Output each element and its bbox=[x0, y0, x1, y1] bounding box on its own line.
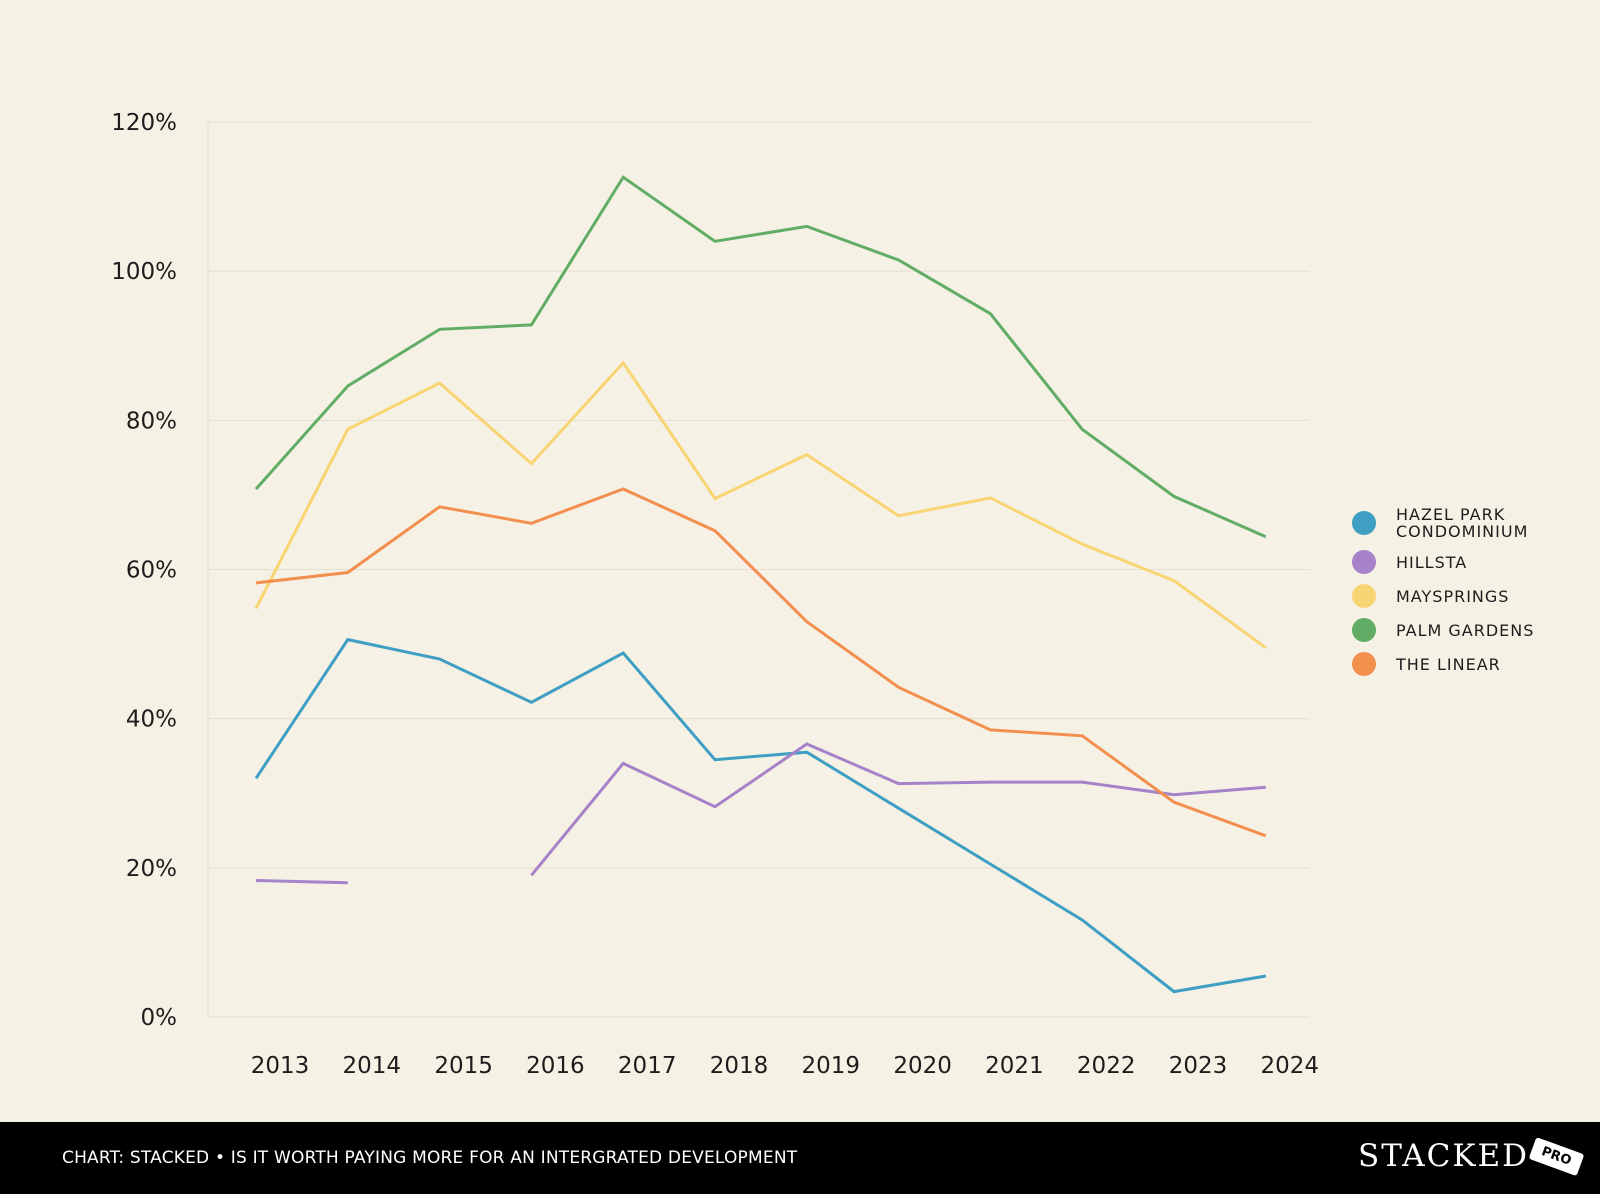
x-tick-label: 2013 bbox=[251, 1053, 310, 1079]
legend: HAZEL PARK CONDOMINIUM HILLSTA MAYSPRINGS P… bbox=[1352, 506, 1586, 686]
legend-item-hillsta: HILLSTA bbox=[1352, 550, 1586, 574]
series-line-hillsta bbox=[530, 742, 1266, 877]
x-tick-label: 2018 bbox=[710, 1053, 769, 1079]
line-chart: 0%20%40%60%80%100%120% 2013 2014 2015 2016 2… bbox=[111, 110, 1319, 1079]
series-line-maysprings bbox=[254, 360, 1267, 650]
pro-badge: PRO bbox=[1528, 1136, 1584, 1176]
footer-bar: CHART: STACKED • IS IT WORTH PAYING MORE… bbox=[0, 1122, 1600, 1194]
x-tick-label: 2015 bbox=[434, 1053, 493, 1079]
legend-swatch bbox=[1352, 652, 1376, 676]
brand-logo: STACKED PRO bbox=[1358, 1136, 1584, 1176]
x-tick-label: 2016 bbox=[526, 1053, 585, 1079]
legend-item-maysprings: MAYSPRINGS bbox=[1352, 584, 1586, 608]
legend-label: MAYSPRINGS bbox=[1396, 586, 1510, 606]
y-axis-ticks: 0% 20% 40% 60% 80% 100% 120% bbox=[111, 110, 177, 1031]
legend-swatch bbox=[1352, 618, 1376, 642]
y-tick-label: 40% bbox=[126, 707, 177, 733]
legend-label: PALM GARDENS bbox=[1396, 620, 1535, 640]
gridlines bbox=[207, 121, 1310, 1018]
x-tick-label: 2014 bbox=[343, 1053, 402, 1079]
legend-item-palm-gardens: PALM GARDENS bbox=[1352, 618, 1586, 642]
x-axis-ticks: 2013 2014 2015 2016 2017 2018 2019 2020 2021 2022… bbox=[251, 1053, 1319, 1079]
series-line-the-linear bbox=[255, 487, 1267, 838]
legend-swatch bbox=[1352, 550, 1376, 574]
y-tick-label: 100% bbox=[111, 259, 177, 285]
y-tick-label: 0% bbox=[141, 1005, 178, 1031]
x-tick-label: 2021 bbox=[985, 1053, 1044, 1079]
legend-label: HAZEL PARK CONDOMINIUM bbox=[1396, 505, 1529, 541]
brand-name: STACKED bbox=[1358, 1138, 1529, 1174]
legend-item-the-linear: THE LINEAR bbox=[1352, 652, 1586, 676]
y-tick-label: 20% bbox=[126, 856, 177, 882]
y-tick-label: 120% bbox=[111, 110, 177, 136]
series-lines bbox=[254, 175, 1267, 994]
legend-swatch bbox=[1352, 511, 1376, 535]
legend-item-hazel-park-condominium: HAZEL PARK CONDOMINIUM bbox=[1352, 506, 1586, 540]
series-line-hillsta bbox=[255, 879, 348, 885]
x-tick-label: 2022 bbox=[1077, 1053, 1136, 1079]
legend-label: HILLSTA bbox=[1396, 552, 1468, 572]
series-line-hazel-park-condominium bbox=[254, 637, 1267, 994]
x-tick-label: 2019 bbox=[802, 1053, 861, 1079]
y-tick-label: 80% bbox=[126, 408, 177, 434]
x-tick-label: 2020 bbox=[893, 1053, 952, 1079]
series-line-palm-gardens bbox=[254, 175, 1267, 539]
legend-label: THE LINEAR bbox=[1396, 654, 1501, 674]
y-tick-label: 60% bbox=[126, 558, 177, 584]
legend-swatch bbox=[1352, 584, 1376, 608]
footer-caption: CHART: STACKED • IS IT WORTH PAYING MORE… bbox=[62, 1148, 798, 1168]
x-tick-label: 2023 bbox=[1169, 1053, 1228, 1079]
x-tick-label: 2024 bbox=[1261, 1053, 1320, 1079]
x-tick-label: 2017 bbox=[618, 1053, 677, 1079]
